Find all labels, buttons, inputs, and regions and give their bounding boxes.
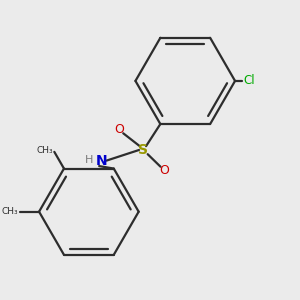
Text: H: H: [85, 154, 93, 165]
Text: CH₃: CH₃: [37, 146, 53, 155]
Text: N: N: [96, 154, 107, 168]
Text: O: O: [115, 123, 124, 136]
Text: CH₃: CH₃: [2, 207, 18, 216]
Text: S: S: [139, 143, 148, 157]
Text: O: O: [159, 164, 169, 177]
Text: Cl: Cl: [243, 74, 255, 87]
